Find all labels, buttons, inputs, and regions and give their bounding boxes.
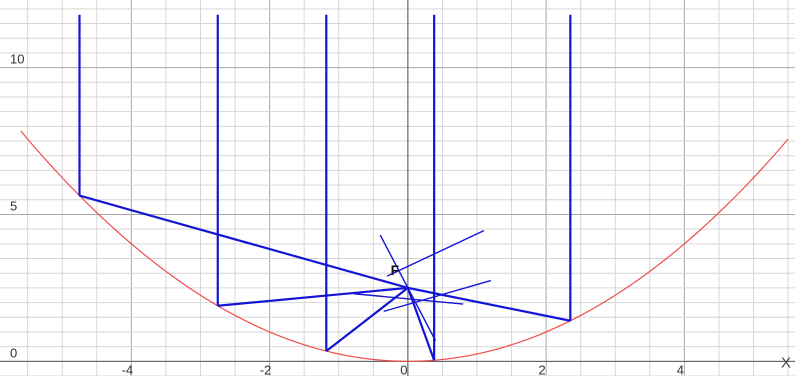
light-rays — [78, 14, 572, 361]
reflected-ray — [217, 286, 408, 307]
y-tick-label: 0 — [10, 345, 17, 360]
y-tick-labels: 0 5 10 — [10, 52, 24, 361]
x-tick-label: 0 — [400, 362, 407, 376]
y-tick-label: 10 — [10, 52, 24, 67]
tangent-segment — [353, 293, 464, 305]
tangent-segment — [383, 279, 492, 313]
reflected-ray — [79, 194, 409, 289]
parabola-curve — [20, 130, 789, 362]
tangent-lines — [353, 229, 492, 342]
reflected-ray — [325, 287, 409, 352]
x-tick-labels: -4 -2 0 2 4 — [122, 362, 684, 376]
x-tick-label: -2 — [260, 362, 272, 376]
focus-label: F — [391, 262, 400, 278]
reflected-ray — [407, 286, 571, 322]
x-tick-label: -4 — [122, 362, 134, 376]
x-axis-name: X — [781, 354, 791, 371]
x-tick-label: 2 — [539, 362, 546, 376]
x-tick-label: 4 — [677, 362, 684, 376]
y-tick-label: 5 — [10, 198, 17, 213]
reflected-ray — [406, 287, 436, 361]
tangent-segment — [386, 229, 485, 277]
